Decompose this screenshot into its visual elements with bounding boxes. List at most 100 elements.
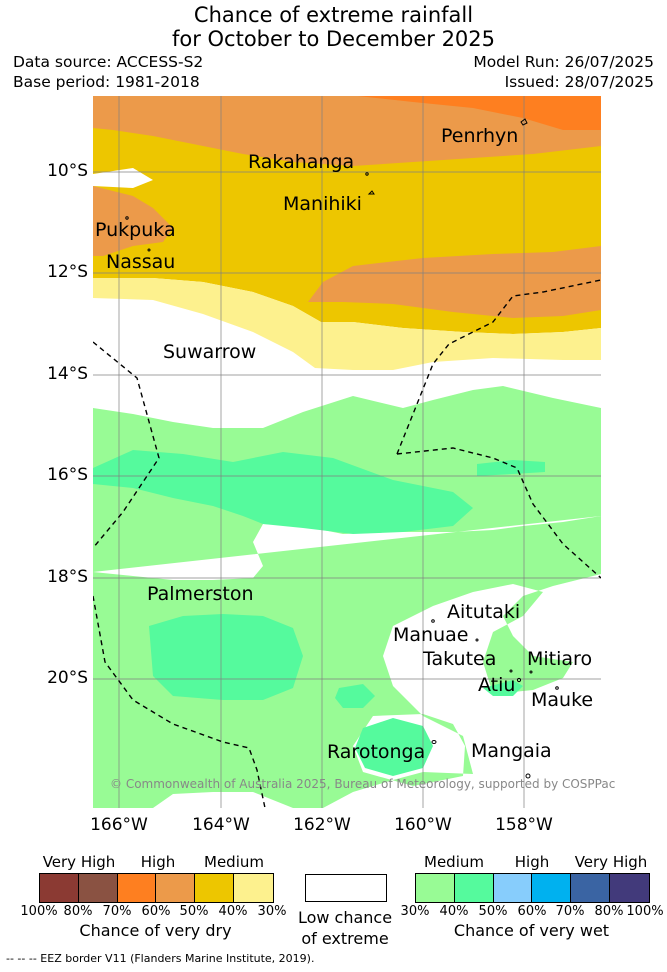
dry-50-60-band xyxy=(93,96,601,166)
wet-legend-high: High xyxy=(514,853,550,871)
label-suwarrow: Suwarrow xyxy=(163,341,257,363)
dry-60-70-corner xyxy=(358,96,601,130)
eez-west-line xyxy=(93,341,160,549)
dry-colorbar xyxy=(39,873,274,903)
wet-tick-4: 60% xyxy=(517,904,547,919)
island-mauke-mark xyxy=(555,686,559,690)
island-nassau-mark xyxy=(147,248,151,252)
dry-tick-2: 80% xyxy=(63,904,93,919)
low-chance-caption-line2: of extreme xyxy=(301,929,389,948)
label-manihiki: Manihiki xyxy=(283,193,362,215)
wet-40-50-rarotonga xyxy=(355,718,433,776)
dry-50-60-patch-west xyxy=(93,186,173,256)
wet-tick-2: 40% xyxy=(439,904,469,919)
eez-north-line xyxy=(396,279,601,455)
issued-date: Issued: 28/07/2025 xyxy=(504,73,654,91)
lat-label-14s: 14°S xyxy=(47,364,88,384)
wet-tick-1: 30% xyxy=(400,904,430,919)
label-pukpuka: Pukpuka xyxy=(95,219,176,241)
wet-swatch-6 xyxy=(610,874,649,902)
dry-tick-3: 70% xyxy=(102,904,132,919)
dry-50-60-patch-east xyxy=(308,246,601,318)
island-mitiaro-mark xyxy=(529,670,533,674)
label-nassau: Nassau xyxy=(106,251,176,273)
wet-tick-5: 70% xyxy=(555,904,585,919)
dry-tick-7: 30% xyxy=(257,904,287,919)
dry-30-40-band xyxy=(93,278,601,370)
label-mauke: Mauke xyxy=(531,689,594,711)
dry-white-gap xyxy=(93,168,153,188)
islands xyxy=(125,118,559,779)
wet-swatch-5 xyxy=(571,874,611,902)
lon-label-162w: 162°W xyxy=(293,815,351,835)
label-manuae: Manuae xyxy=(393,624,469,646)
wet-tick-7: 100% xyxy=(626,904,664,919)
dry-legend-very-high: Very High xyxy=(42,853,116,871)
dry-tick-1: 100% xyxy=(20,904,58,919)
wet-40-50-atiu xyxy=(483,680,523,696)
label-rakahanga: Rakahanga xyxy=(248,151,355,173)
data-source: Data source: ACCESS-S2 xyxy=(13,53,204,71)
island-rarotonga-mark xyxy=(431,740,437,744)
map-title-line2: for October to December 2025 xyxy=(171,27,496,51)
island-manuae-mark xyxy=(475,638,479,642)
dry-swatch-5 xyxy=(195,874,235,902)
island-rakahanga-mark xyxy=(365,172,369,176)
label-atiu: Atiu xyxy=(478,674,516,696)
label-aitutaki: Aitutaki xyxy=(447,601,521,623)
map-title-line1: Chance of extreme rainfall xyxy=(193,3,474,27)
dry-swatch-1 xyxy=(40,874,79,902)
label-rarotonga: Rarotonga xyxy=(327,741,426,763)
base-period: Base period: 1981-2018 xyxy=(13,73,200,91)
wet-tick-6: 80% xyxy=(594,904,624,919)
label-palmerston: Palmerston xyxy=(147,583,254,605)
dry-tick-6: 40% xyxy=(218,904,248,919)
wet-colorbar xyxy=(415,873,650,903)
dry-swatch-2 xyxy=(78,874,118,902)
lon-label-160w: 160°W xyxy=(394,815,452,835)
lat-label-10s: 10°S xyxy=(47,161,88,181)
dry-swatch-6 xyxy=(234,874,273,902)
dry-tick-4: 60% xyxy=(141,904,171,919)
rainfall-map xyxy=(93,96,601,808)
wet-legend-very-high: Very High xyxy=(574,853,648,871)
island-atiu-mark xyxy=(516,677,522,683)
copyright-notice: © Commonwealth of Australia 2025, Bureau… xyxy=(110,777,616,791)
dry-tick-5: 50% xyxy=(179,904,209,919)
label-penrhyn: Penrhyn xyxy=(441,125,519,147)
dry-legend-high: High xyxy=(140,853,176,871)
island-penrhyn-mark xyxy=(520,118,528,126)
wet-40-50-east-small xyxy=(477,460,545,476)
wet-swatch-4 xyxy=(532,874,572,902)
island-aitutaki-mark xyxy=(431,619,435,623)
island-mangaia-mark xyxy=(525,773,531,779)
model-run: Model Run: 26/07/2025 xyxy=(473,53,654,71)
eez-border xyxy=(93,279,601,808)
dry-swatch-4 xyxy=(156,874,196,902)
label-mitiaro: Mitiaro xyxy=(527,648,593,670)
eez-east-line xyxy=(396,447,601,579)
low-chance-swatch xyxy=(305,874,387,902)
lat-label-16s: 16°S xyxy=(47,465,88,485)
wet-40-50-small xyxy=(335,684,375,708)
lon-label-164w: 164°W xyxy=(192,815,250,835)
dry-legend-medium: Medium xyxy=(204,853,264,871)
eez-border-note: -- -- -- EEZ border V11 (Flanders Marine… xyxy=(6,952,315,965)
lat-label-20s: 20°S xyxy=(47,668,88,688)
lat-label-18s: 18°S xyxy=(47,567,88,587)
wet-swatch-3 xyxy=(493,874,533,902)
lon-label-158w: 158°W xyxy=(495,815,553,835)
island-manihiki-mark xyxy=(367,190,375,195)
wet-legend-caption: Chance of very wet xyxy=(453,921,610,940)
lon-label-166w: 166°W xyxy=(90,815,148,835)
wet-40-50-south-west xyxy=(149,614,303,700)
island-pukapuka-mark xyxy=(125,216,129,220)
dry-swatch-3 xyxy=(117,874,157,902)
lat-label-12s: 12°S xyxy=(47,262,88,282)
wet-legend-medium: Medium xyxy=(424,853,484,871)
dry-legend-caption: Chance of very dry xyxy=(79,921,232,940)
wet-tick-3: 50% xyxy=(478,904,508,919)
label-takutea: Takutea xyxy=(423,648,497,670)
wet-swatch-1 xyxy=(416,874,455,902)
wet-swatch-2 xyxy=(454,874,494,902)
